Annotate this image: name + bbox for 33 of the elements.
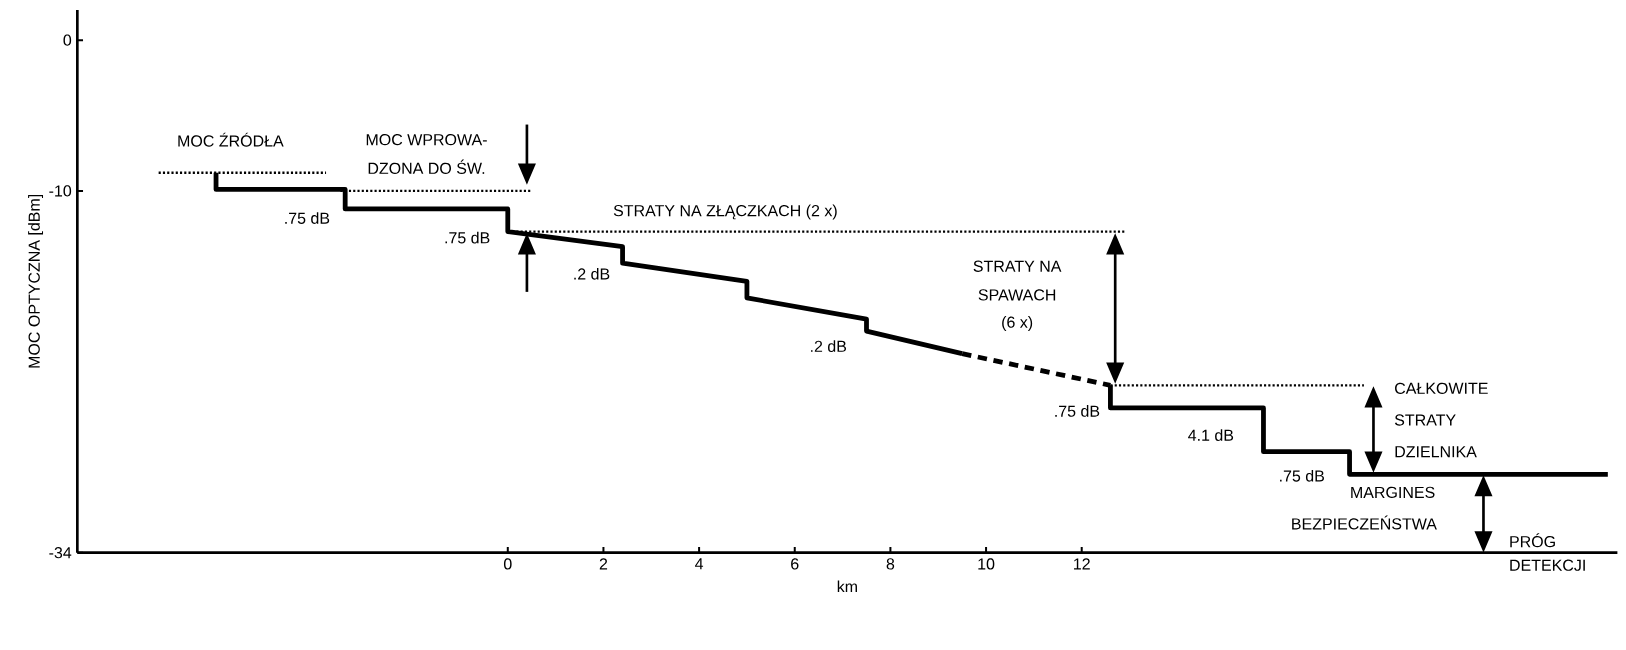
x-tick-label: 0 [503, 558, 512, 570]
annotation: MOC WPROWA- [366, 133, 487, 146]
annotation: STRATY NA [973, 260, 1062, 272]
annotation: MARGINES [1351, 486, 1435, 499]
annotation: .75 dB [445, 231, 490, 244]
annotation: .75 dB [285, 212, 330, 224]
annotation: BEZPIECZEŃSTWA [1292, 515, 1437, 530]
annotation: .75 dB [1280, 469, 1324, 482]
annotation: .2 dB [811, 340, 847, 353]
annotation: CAŁKOWITE [1395, 382, 1488, 395]
annotation: .75 dB [1055, 405, 1100, 417]
annotation: 4.1 dB [1188, 429, 1234, 441]
annotation: DZIELNIKA [1395, 446, 1477, 458]
x-tick-label: 2 [599, 558, 608, 570]
annotation: STRATY NA ZŁĄCZKACH (2 x) [613, 204, 837, 220]
text: DETEKCJI [1510, 559, 1585, 571]
x-tick-label: 12 [1074, 558, 1090, 570]
x-tick-label: 10 [978, 558, 995, 570]
x-tick-label: 8 [886, 558, 895, 570]
y-axis-title: MOC OPTYCZNA [dBm] [28, 194, 44, 368]
annotation: (6 x) [1002, 316, 1033, 331]
annotation: .2 dB [574, 267, 610, 280]
y-tick-label: 0 [63, 34, 72, 46]
y-tick-label: -34 [49, 547, 72, 559]
x-tick-label: 4 [695, 558, 704, 570]
x-tick-label: 6 [791, 558, 799, 570]
annotation: SPAWACH [978, 289, 1056, 301]
x-axis-title: km [837, 580, 857, 593]
annotation: STRATY [1394, 414, 1456, 426]
annotation: PRÓG [1510, 533, 1555, 548]
annotation: MOC ŹRÓDŁA [178, 132, 284, 147]
y-tick-label: -10 [49, 185, 72, 197]
annotation: DZONA DO ŚW. [368, 159, 485, 175]
